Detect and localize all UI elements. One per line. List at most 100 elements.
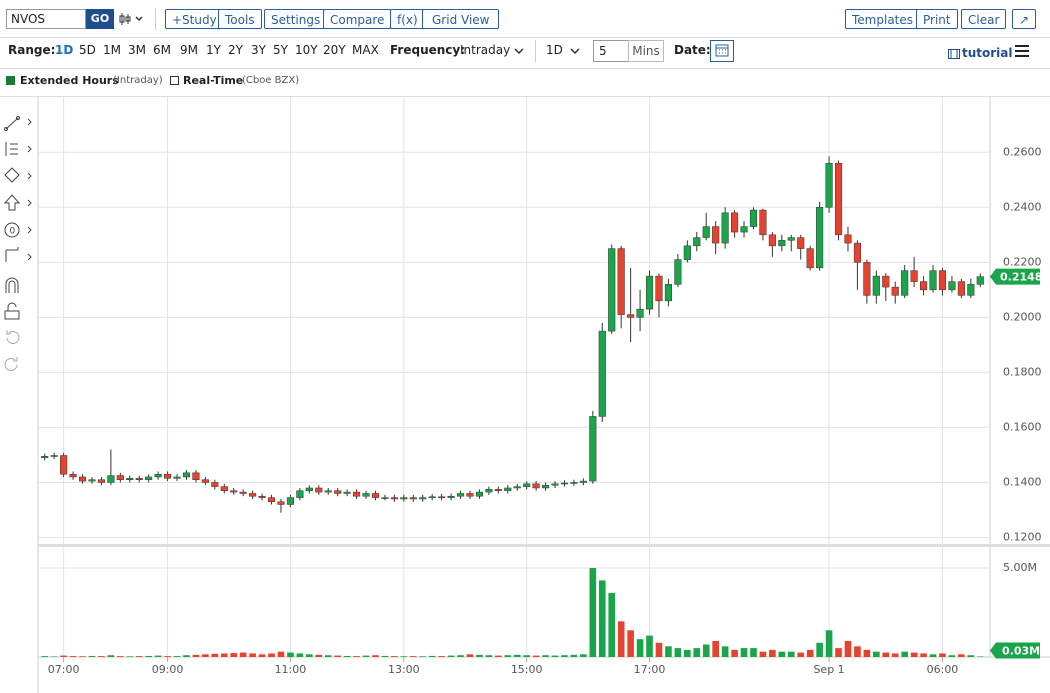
lock-tool[interactable] [4, 302, 20, 320]
volume-bar [627, 630, 634, 657]
candle-body [664, 284, 672, 302]
candle-body [504, 487, 512, 491]
redo-tool[interactable] [4, 357, 18, 371]
volume-bar [324, 655, 332, 657]
volume-bar [816, 642, 823, 657]
chart-type-icon[interactable] [119, 11, 147, 27]
candle-body [834, 163, 843, 236]
toolbar-button[interactable]: Settings [264, 9, 328, 29]
measure-tool[interactable] [5, 247, 32, 262]
annotation-tool[interactable]: 0 [4, 222, 32, 238]
calendar-button[interactable] [710, 40, 734, 62]
volume-bar [513, 654, 521, 657]
x-tick-label: 09:00 [152, 663, 184, 676]
chart: 0.1200 0.1400 0.1600 0.1800 0.2000 0.2200 0.24… [37, 97, 1050, 693]
volume-bar [277, 651, 285, 657]
toolbar-button[interactable]: Clear [961, 9, 1007, 29]
volume-bar [532, 655, 540, 657]
range-button[interactable]: 10Y [295, 43, 318, 57]
candle-body [296, 490, 304, 498]
volume-bar [239, 652, 247, 657]
range-button[interactable]: 2Y [228, 43, 243, 57]
range-button[interactable]: 5Y [273, 43, 288, 57]
candle-body [967, 284, 975, 296]
volume-bar [967, 655, 975, 657]
line-tool[interactable] [4, 116, 32, 131]
shape-tool[interactable] [4, 167, 32, 183]
candle-body [78, 476, 87, 482]
volume-bar [419, 656, 427, 657]
candle-body [797, 237, 805, 249]
candle-body [164, 473, 172, 479]
range-button[interactable]: 9M [180, 43, 198, 57]
symbol-input[interactable]: NVOS [6, 9, 86, 29]
candle-body [579, 480, 587, 483]
volume-bar [457, 655, 464, 657]
toolbar-button[interactable]: f(x) [390, 9, 425, 29]
candle-body [825, 163, 833, 208]
toolbar-button[interactable]: Tools [218, 9, 262, 29]
go-button[interactable]: GO [86, 9, 114, 29]
tutorial-link[interactable]: tutorial [962, 46, 1013, 60]
candle-body [844, 234, 852, 244]
dropdown-arrow [570, 48, 580, 55]
magnet-tool[interactable] [5, 277, 19, 293]
range-label: Range: [8, 43, 56, 57]
range-button[interactable]: 3M [128, 43, 146, 57]
volume-bar [797, 652, 805, 657]
range-button[interactable]: 5D [79, 43, 96, 57]
arrow-tool[interactable] [3, 194, 32, 211]
x-tick-label: 17:00 [634, 663, 666, 676]
toolbar-button[interactable]: Templates [845, 9, 921, 29]
realtime-checkbox[interactable] [170, 76, 179, 85]
extended-swatch[interactable] [6, 76, 15, 85]
toolbar-button[interactable]: Compare [323, 9, 392, 29]
realtime-label: Real-Time [183, 74, 244, 87]
popout-button[interactable]: ↗ [1012, 9, 1036, 29]
volume-bar [778, 651, 786, 657]
candle-body [513, 486, 521, 489]
volume-bar [69, 656, 77, 657]
toolbar-button[interactable]: +Study [165, 9, 224, 29]
volume-bar [882, 652, 890, 657]
range-button[interactable]: 6M [153, 43, 171, 57]
toolbar-button[interactable]: Print [916, 9, 958, 29]
toolbar-button[interactable]: Grid View [422, 9, 500, 29]
range-button[interactable]: MAX [352, 43, 379, 57]
undo-tool[interactable] [6, 330, 20, 344]
candle-body [447, 495, 455, 498]
range-button[interactable]: 1D [55, 43, 74, 57]
range-button[interactable]: 3Y [251, 43, 266, 57]
volume-bar [655, 642, 663, 657]
candle-body [258, 495, 266, 498]
candle-body [882, 275, 890, 288]
candle-body [97, 479, 105, 483]
period-select[interactable]: 1D [546, 43, 563, 57]
candle-body [239, 491, 247, 494]
interval-input[interactable]: 5 [593, 40, 629, 62]
volume-bar [173, 656, 181, 657]
volume-bar [835, 648, 842, 657]
menu-button[interactable] [1015, 45, 1029, 57]
range-button[interactable]: 1M [103, 43, 121, 57]
candle-body [50, 455, 58, 457]
volume-bar [79, 656, 86, 657]
candle-body [976, 276, 984, 285]
date-label: Date: [674, 43, 711, 57]
extended-label: Extended Hours [20, 74, 119, 87]
volume-bar [693, 648, 701, 657]
volume-bar [372, 655, 379, 657]
candle-body [60, 455, 68, 475]
volume-bar [447, 655, 455, 657]
x-tick-label: 06:00 [927, 663, 959, 676]
dropdown-arrow [514, 48, 524, 55]
candle-body [768, 234, 776, 247]
volume-bar [391, 656, 398, 657]
frequency-select[interactable]: Intraday [460, 43, 511, 57]
candle-body [636, 308, 644, 318]
range-button[interactable]: 20Y [323, 43, 346, 57]
fib-tool[interactable] [5, 142, 32, 156]
candle-body [466, 493, 474, 497]
candle-body [230, 490, 238, 493]
range-button[interactable]: 1Y [206, 43, 221, 57]
